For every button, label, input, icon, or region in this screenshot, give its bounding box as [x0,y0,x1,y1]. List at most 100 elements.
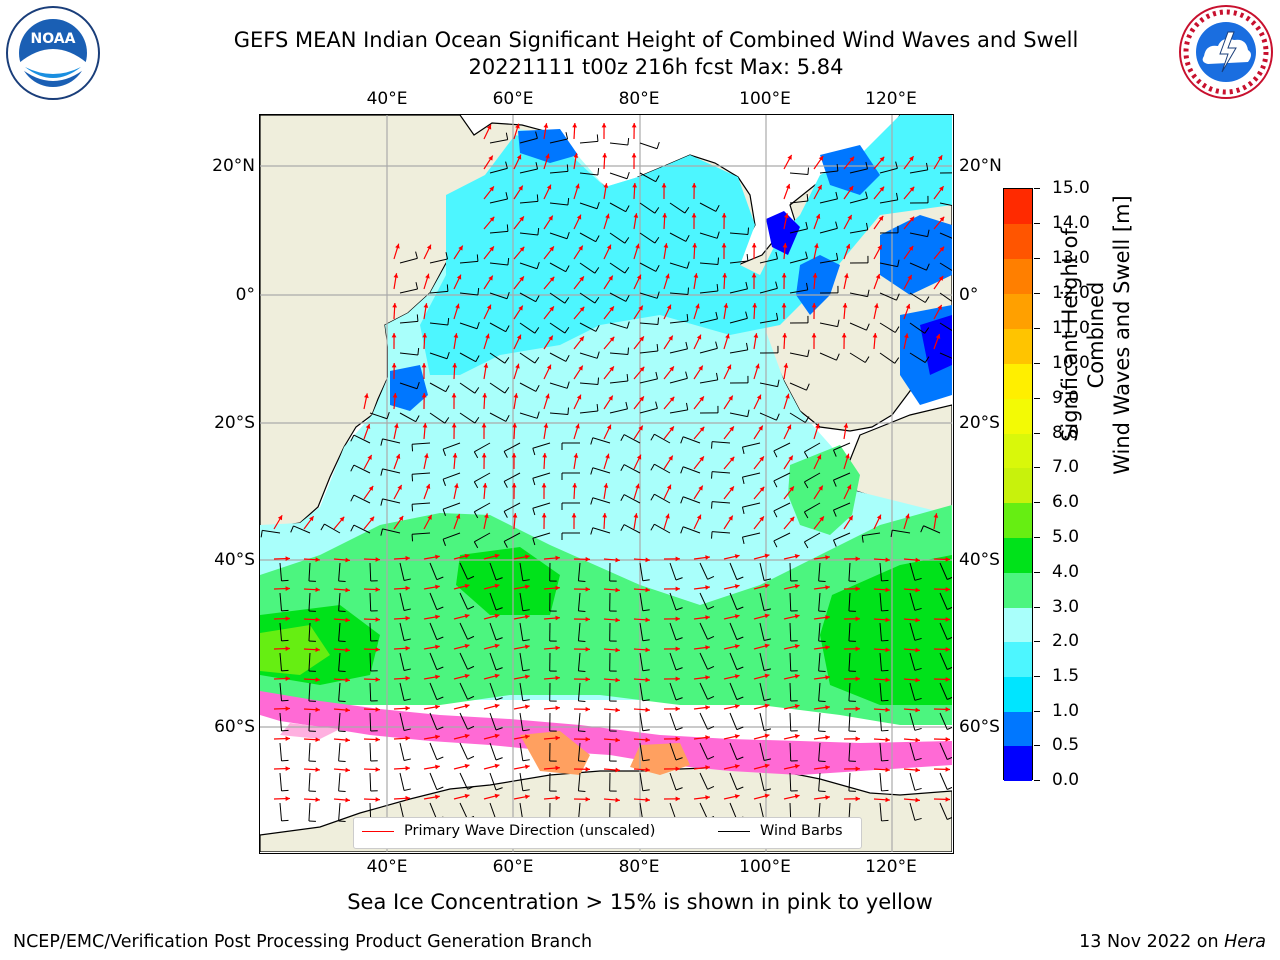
wind-barb [939,322,952,332]
wind-barb [429,652,444,671]
wave-direction-arrow [721,212,727,230]
wind-barb [909,652,922,671]
wave-direction-arrow [873,273,881,290]
wind-barb [639,291,660,299]
wind-barb [459,622,475,640]
colorbar-bin [1004,468,1032,503]
wind-barb [729,375,749,384]
wind-barb [789,652,798,672]
wind-barb [639,262,660,272]
colorbar-tick-label: 1.0 [1034,703,1079,720]
wind-barb [879,592,889,612]
wind-barb [549,262,570,273]
wind-barb [489,322,510,333]
wind-barb [609,562,617,582]
wave-direction-arrow [573,365,584,380]
wave-direction-arrow [303,587,321,593]
wind-barb [609,321,630,329]
wind-barb [909,352,930,363]
wave-direction-arrow [363,423,371,440]
wave-direction-arrow [663,676,681,682]
wind-barb [549,231,570,240]
wind-barb [338,772,346,792]
wave-direction-arrow [333,707,350,713]
wave-direction-arrow [451,422,457,440]
wind-barb [519,261,540,270]
wave-direction-arrow [483,186,495,200]
wind-barb [939,292,952,303]
wave-direction-arrow [843,556,861,562]
wave-direction-arrow [543,306,555,320]
wave-direction-arrow [363,587,381,592]
wave-direction-arrow [363,737,381,742]
wind-barb [489,772,503,791]
wind-barb [590,467,611,475]
wave-direction-arrow [843,423,849,440]
wind-barb [669,712,683,731]
wave-direction-arrow [751,272,757,290]
wind-barb [561,502,581,511]
longitude-label-bottom: 80°E [618,857,660,877]
wind-barb [879,225,899,234]
wave-direction-arrow [633,797,651,803]
wind-barb [429,682,444,701]
wave-direction-arrow [483,155,494,170]
colorbar-tick-label: 9.0 [1034,390,1079,407]
wave-direction-arrow [363,767,381,772]
colorbar-bin [1004,746,1032,781]
wave-direction-arrow [573,214,582,230]
wind-barb [639,317,660,326]
wind-barb [579,404,599,414]
wind-barb [848,592,856,612]
wave-direction-arrow [632,182,638,200]
wave-direction-arrow [633,336,645,350]
wind-barb [519,352,540,364]
wave-direction-arrow [603,306,615,320]
wave-direction-arrow [303,515,315,530]
wind-barb [789,712,798,732]
wave-direction-arrow [903,737,920,743]
wind-barb [577,772,586,793]
map-panel [259,114,954,854]
wave-direction-arrow [513,334,522,350]
wind-barb [879,259,900,268]
wind-barb [369,622,378,642]
wind-barb [519,772,530,792]
wave-direction-arrow [843,616,861,622]
wave-direction-arrow [333,647,350,653]
wave-direction-arrow [423,303,429,320]
colorbar-tick-label: 8.0 [1034,425,1079,442]
wave-direction-arrow [513,246,525,260]
wave-direction-arrow [843,484,852,500]
wave-direction-arrow [481,422,487,440]
wave-direction-arrow [903,617,920,623]
wave-direction-arrow [541,482,547,500]
wind-barb [489,742,503,761]
wind-barb [442,472,461,486]
wave-direction-arrow [693,555,710,560]
wave-direction-arrow [753,486,765,500]
wave-direction-arrow [633,483,640,500]
wind-barb [789,382,810,391]
wave-direction-arrow [903,155,915,170]
wave-direction-arrow [753,553,770,560]
wind-barb [909,772,922,791]
wave-direction-arrow [453,303,460,320]
wind-barb [639,232,660,244]
wind-barb [729,562,744,581]
wave-direction-arrow [663,796,681,802]
wind-barb [590,437,611,445]
wave-direction-arrow [573,153,579,170]
wind-barb [380,498,401,506]
wave-direction-arrow [813,485,824,500]
wind-barbs-layer [260,131,952,823]
wave-direction-arrow [483,333,490,350]
wave-direction-arrow [933,586,951,592]
wave-direction-arrow [603,395,614,410]
wind-barb [549,772,557,792]
wave-direction-arrow [933,766,951,772]
wind-barb [939,352,952,359]
wave-direction-arrow [753,363,760,380]
wave-direction-arrow [421,362,427,380]
wind-barb [489,562,503,581]
